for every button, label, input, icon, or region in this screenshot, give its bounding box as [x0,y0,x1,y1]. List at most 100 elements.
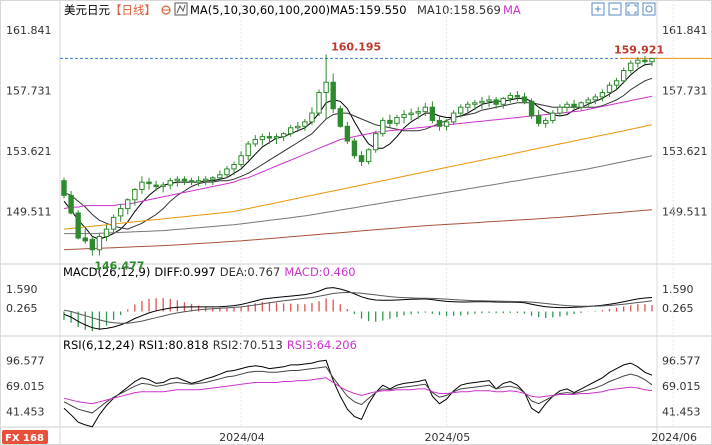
rsi-title: RSI(6,12,24) RSI1:80.818 RSI2:70.513 RSI3:6… [63,338,357,352]
rsi2-line [63,366,653,414]
candle-body [75,212,81,239]
candle [443,118,450,131]
candle [337,105,343,128]
ma-menu-icon[interactable] [174,2,188,16]
candle [613,77,620,90]
candle-body [295,125,301,129]
ma-line-ma10 [63,77,653,230]
grid-minus-icon[interactable] [608,2,622,16]
candle [110,214,117,234]
price-tick-label: 157.731 [6,85,52,98]
date-tick-label: 2024/04 [219,431,265,444]
candle-body [210,177,216,180]
candle [507,92,514,103]
candle-body [557,106,563,114]
candle-body [528,100,535,117]
candle [202,176,209,186]
candle [139,176,145,194]
candle-body [436,119,443,127]
candle-body [132,188,138,201]
candle-body [110,216,117,230]
price-tick-label: 161.841 [662,24,708,37]
rsi-plot [63,359,653,428]
candle [479,96,485,109]
candle [82,229,88,244]
candle-body [585,99,591,104]
candle-body [401,114,407,118]
fullscreen-icon[interactable] [625,2,639,16]
candle-body [380,119,386,135]
candle-body [89,238,96,251]
candle [295,121,301,133]
candlesticks [61,54,655,256]
candle-body [458,106,464,114]
candle-body [408,112,414,116]
candle [528,98,535,119]
candle-body [160,184,166,188]
candle-body [628,62,634,71]
candle [387,114,393,128]
candle-body [521,96,528,102]
macd-tick-label: 1.590 [6,283,38,296]
candle [493,96,499,109]
candle [599,89,606,102]
candle [302,118,308,131]
candle [160,182,166,193]
gear-icon[interactable] [161,5,171,15]
macd-diff-line [63,287,653,330]
candle [472,99,478,111]
candle-body [302,121,308,127]
settings-icon[interactable] [642,2,656,16]
candle-body [507,94,514,99]
rsi1-line [63,359,653,428]
candle-body [288,127,294,135]
candle-body [472,102,478,105]
candle-body [443,121,450,127]
candle [89,236,96,256]
rsi3-line [63,377,653,405]
ma-line-ma200 [63,209,653,251]
ma-line-ma60 [63,124,653,230]
candle [280,132,287,141]
rsi-tick-label: 96.577 [6,355,45,368]
candle [181,176,188,186]
price-tick-label: 153.621 [6,145,52,158]
candle [649,57,655,67]
candle [68,190,74,215]
candle-body [543,119,549,124]
candle-body [252,139,258,145]
candle-body [486,99,492,102]
candle [245,141,251,161]
candle [174,176,181,187]
candle [564,101,570,112]
candle [365,148,372,165]
candle-body [415,111,421,114]
candle [394,114,400,127]
candle [422,102,428,117]
candle-body [280,133,287,138]
date-tick-label: 2024/06 [651,431,697,444]
candle [231,161,237,175]
candle-body [153,184,159,188]
candle [585,96,591,108]
candle [450,110,457,125]
candle [373,130,379,153]
candle [96,233,103,256]
candle-body [181,178,188,182]
grid-plus-icon[interactable] [591,2,605,16]
candle-body [82,237,88,242]
candle-body [259,136,266,141]
candle-body [564,103,570,108]
candle-body [578,102,584,108]
candle-body [337,108,343,127]
candle [316,89,322,117]
candle [557,104,563,117]
candle-body [394,116,400,124]
price-tick-label: 157.731 [662,85,708,98]
candle [429,101,436,124]
high-price-label: 160.195 [331,40,381,53]
candle-body [188,180,195,183]
candle [224,165,230,178]
candle-body [103,228,110,237]
